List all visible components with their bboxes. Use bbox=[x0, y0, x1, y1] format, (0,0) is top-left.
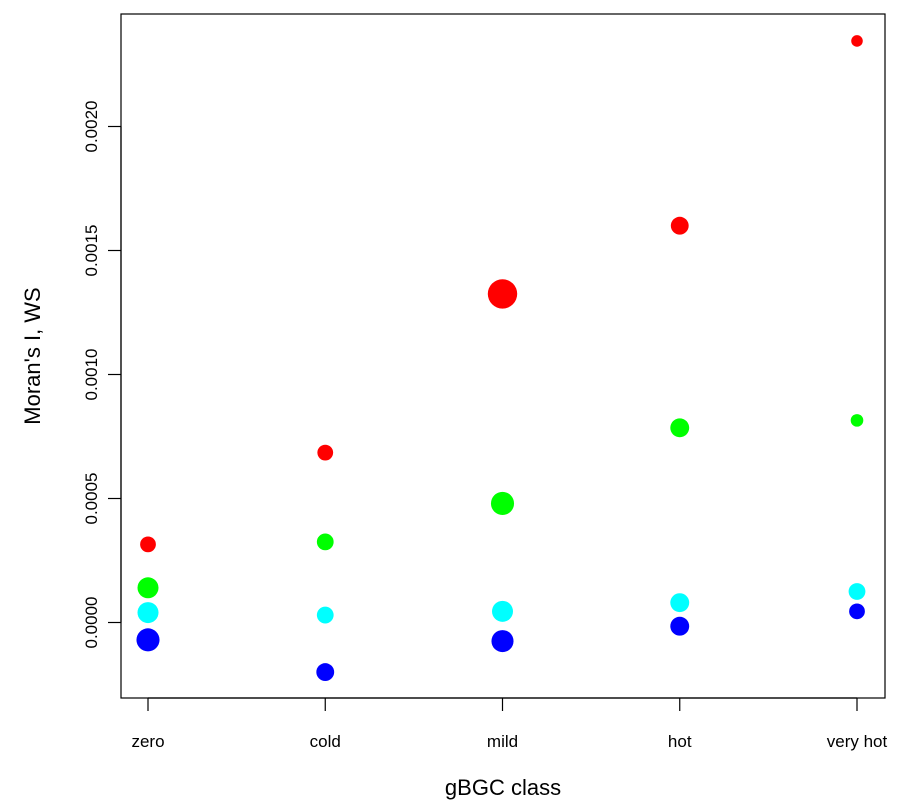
data-point bbox=[670, 593, 690, 613]
x-tick-label: mild bbox=[487, 732, 518, 751]
x-axis-title: gBGC class bbox=[445, 775, 561, 800]
data-point bbox=[851, 35, 863, 47]
plot-frame bbox=[120, 13, 886, 699]
y-axis-title: Moran's I, WS bbox=[20, 287, 45, 424]
data-point bbox=[140, 536, 156, 553]
y-axis: 0.0000 0.0005 0.0010 0.0015 0.0020 bbox=[82, 101, 122, 649]
x-tick-label: hot bbox=[668, 732, 692, 751]
y-tick-label: 0.0020 bbox=[82, 101, 101, 153]
data-point bbox=[670, 616, 690, 636]
data-points bbox=[136, 35, 866, 682]
x-axis: zero cold mild hot very hot bbox=[131, 697, 888, 751]
y-tick-label: 0.0005 bbox=[82, 473, 101, 525]
data-point bbox=[492, 600, 513, 622]
x-tick-label: very hot bbox=[827, 732, 888, 751]
y-tick-label: 0.0010 bbox=[82, 349, 101, 401]
y-tick-label: 0.0000 bbox=[82, 597, 101, 649]
data-point bbox=[316, 606, 334, 624]
data-point bbox=[670, 418, 690, 438]
data-point bbox=[137, 602, 159, 624]
data-point bbox=[137, 577, 159, 599]
y-tick-label: 0.0015 bbox=[82, 225, 101, 277]
data-point bbox=[491, 630, 514, 653]
data-point bbox=[670, 216, 689, 235]
data-point bbox=[316, 533, 334, 551]
data-point bbox=[316, 663, 335, 682]
data-point bbox=[850, 414, 864, 427]
data-point bbox=[136, 628, 160, 652]
data-point bbox=[848, 583, 866, 600]
data-point bbox=[849, 603, 865, 620]
data-point bbox=[487, 279, 518, 309]
data-point bbox=[317, 444, 334, 461]
x-tick-label: cold bbox=[310, 732, 341, 751]
data-point bbox=[490, 491, 515, 516]
x-tick-label: zero bbox=[131, 732, 164, 751]
